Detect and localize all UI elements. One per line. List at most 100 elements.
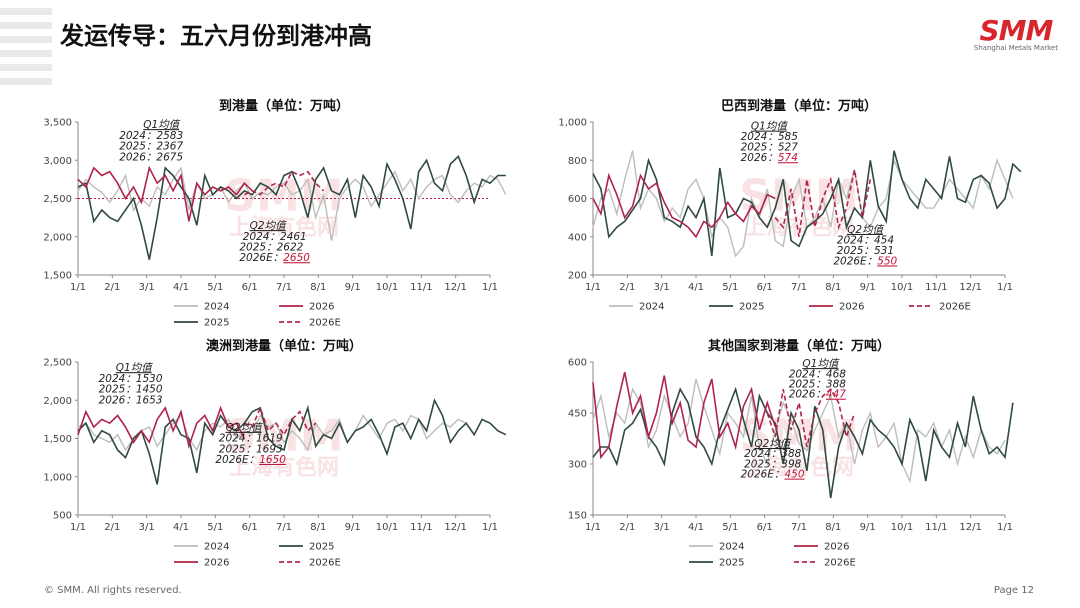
- y-tick-label: 2,500: [43, 194, 72, 205]
- logo-subtitle: Shanghai Metals Market: [973, 44, 1058, 52]
- watermark: SMM: [224, 171, 343, 222]
- series-line-2026: [592, 172, 776, 239]
- x-tick-label: 7/1: [791, 282, 807, 293]
- annotation: 2026：447: [789, 389, 847, 401]
- page-number: Page 12: [993, 585, 1034, 596]
- x-tick-label: 1/1: [585, 282, 601, 293]
- y-tick-label: 1,000: [558, 118, 587, 129]
- chart-title: 到港量（单位：万吨）: [219, 98, 349, 114]
- annotation: 2024：2461: [243, 231, 307, 243]
- x-tick-label: 7/1: [276, 282, 292, 293]
- annotation-highlight: 574: [778, 152, 798, 164]
- x-tick-label: 11/1: [410, 282, 432, 293]
- x-tick-label: 10/1: [376, 282, 398, 293]
- annotation: Q1均值: [802, 358, 839, 370]
- annotation: 2026E：1650: [215, 454, 286, 466]
- x-tick-label: 10/1: [891, 522, 913, 533]
- x-tick-label: 5/1: [207, 282, 223, 293]
- x-tick-label: 1/1: [482, 522, 498, 533]
- x-tick-label: 3/1: [654, 522, 670, 533]
- corner-deco: [0, 78, 52, 85]
- chart-brazil-arrivals: 巴西到港量（单位：万吨） SMM 上海有色网 200 400 600 800 1,000 1/1…: [535, 92, 1055, 332]
- series-line-2025: [592, 150, 1022, 257]
- chart-svg: 巴西到港量（单位：万吨）SMM上海有色网2004006008001,0001/1…: [558, 98, 1022, 313]
- y-tick-label: 1,000: [43, 472, 72, 483]
- annotation: 2026E：2650: [239, 252, 310, 264]
- logo-text: SMM: [979, 14, 1053, 47]
- legend-label: 2025: [739, 302, 764, 313]
- series-line-2026e: [244, 405, 317, 437]
- annotation: Q2均值: [250, 220, 287, 232]
- x-tick-label: 3/1: [139, 522, 155, 533]
- x-tick-label: 6/1: [757, 522, 773, 533]
- y-tick-label: 3,500: [43, 118, 72, 129]
- y-tick-label: 450: [568, 409, 587, 420]
- x-tick-label: 4/1: [173, 522, 189, 533]
- x-tick-label: 9/1: [345, 522, 361, 533]
- x-tick-label: 5/1: [207, 522, 223, 533]
- x-tick-label: 4/1: [688, 522, 704, 533]
- watermark: SMM: [224, 411, 343, 462]
- annotation: 2025：2367: [119, 141, 183, 153]
- chart-title: 其他国家到港量（单位：万吨）: [708, 338, 890, 354]
- annotation: 2026：2675: [119, 151, 183, 163]
- x-tick-label: 9/1: [860, 522, 876, 533]
- corner-deco: [0, 50, 52, 57]
- x-tick-label: 8/1: [310, 522, 326, 533]
- annotation: 2024：1619: [219, 433, 283, 445]
- page-title: 发运传导：五六月份到港冲高: [60, 22, 372, 50]
- annotation-highlight: 447: [826, 389, 846, 401]
- smm-logo: SMM Shanghai Metals Market: [974, 14, 1058, 52]
- x-tick-label: 1/1: [585, 522, 601, 533]
- annotation: Q1均值: [116, 362, 153, 374]
- chart-other-arrivals: 其他国家到港量（单位：万吨） SMM 上海有色网 150 300 450 600 1/1 2/1…: [535, 332, 1055, 572]
- legend-label: 2026E: [309, 558, 341, 569]
- x-tick-label: 2/1: [104, 282, 120, 293]
- x-tick-label: 8/1: [825, 282, 841, 293]
- corner-deco: [0, 36, 52, 43]
- annotation-highlight: 1650: [259, 454, 286, 466]
- series-line-2026: [77, 405, 246, 450]
- y-tick-label: 1,500: [43, 434, 72, 445]
- series-line-2024: [592, 378, 1006, 484]
- x-tick-label: 1/1: [482, 282, 498, 293]
- y-tick-label: 300: [568, 460, 587, 471]
- x-tick-label: 6/1: [242, 522, 258, 533]
- chart-australia-arrivals: 澳洲到港量（单位：万吨） SMM 上海有色网 500 1,000 1,500 2,000 2,…: [20, 332, 540, 572]
- legend-label: 2026E: [939, 302, 971, 313]
- y-tick-label: 3,000: [43, 156, 72, 167]
- y-tick-label: 400: [568, 232, 587, 243]
- x-tick-label: 2/1: [619, 282, 635, 293]
- series-line-2025: [77, 155, 506, 260]
- x-tick-label: 9/1: [860, 282, 876, 293]
- x-tick-label: 11/1: [410, 522, 432, 533]
- annotation: Q2均值: [847, 224, 884, 236]
- x-tick-label: 6/1: [757, 282, 773, 293]
- legend-label: 2025: [309, 542, 334, 553]
- legend-label: 2024: [719, 542, 744, 553]
- annotation: 2025：1693: [219, 443, 283, 455]
- corner-deco: [0, 8, 52, 15]
- x-tick-label: 8/1: [825, 522, 841, 533]
- chart-title: 巴西到港量（单位：万吨）: [721, 98, 877, 114]
- annotation: 2025：388: [789, 379, 847, 391]
- legend-label: 2024: [639, 302, 664, 313]
- y-tick-label: 500: [53, 511, 72, 522]
- annotation: 2025：1450: [99, 384, 163, 396]
- x-tick-label: 4/1: [688, 282, 704, 293]
- legend-label: 2026: [309, 302, 334, 313]
- x-tick-label: 11/1: [925, 282, 947, 293]
- x-tick-label: 12/1: [959, 522, 981, 533]
- chart-total-arrivals: 到港量（单位：万吨） SMM 上海有色网 1,500 2,000 2,500 3,000 3,…: [20, 92, 540, 332]
- y-tick-label: 600: [568, 194, 587, 205]
- legend-label: 2026: [204, 558, 229, 569]
- y-tick-label: 2,000: [43, 232, 72, 243]
- y-tick-label: 800: [568, 156, 587, 167]
- y-tick-label: 2,500: [43, 358, 72, 369]
- x-tick-label: 12/1: [959, 282, 981, 293]
- annotation: 2024：468: [789, 368, 847, 380]
- annotation: 2025：398: [744, 458, 802, 470]
- x-tick-label: 6/1: [242, 282, 258, 293]
